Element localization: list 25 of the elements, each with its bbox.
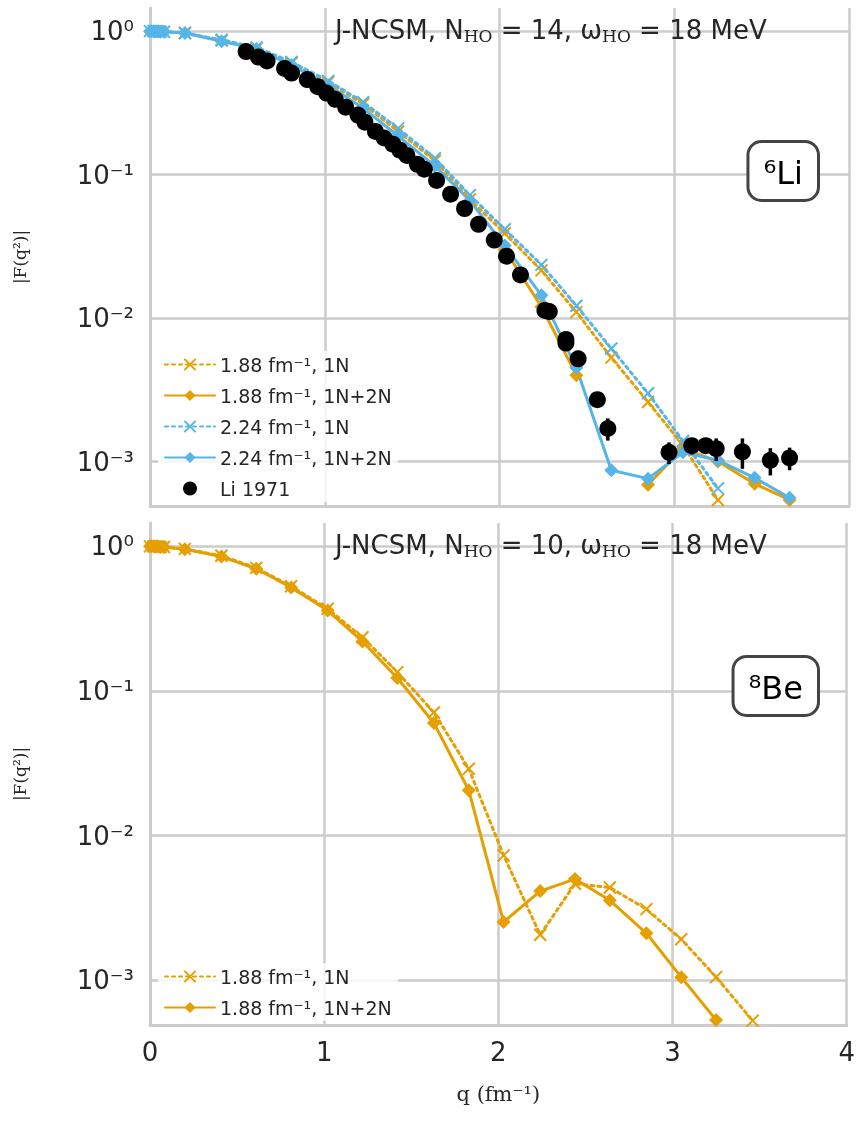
y-tick-label: 10⁻¹ [76,159,134,190]
x-tick-label: 2 [490,1037,507,1067]
y-tick-label: 10⁻³ [76,965,134,996]
x-tick-label: 3 [664,1037,681,1067]
annotation: ⁸Be [748,669,803,707]
legend-label: 1.88 fm⁻¹, 1N+2N [220,996,392,1019]
x-tick-label: 4 [838,1037,855,1067]
x-axis-title: q (fm⁻¹) [456,1081,541,1106]
y-axis-title: |F(q²)| [9,229,30,285]
y-tick-label: 10⁻² [76,820,134,851]
y-axis-title: |F(q²)| [9,746,30,802]
x-tick-label: 0 [141,1037,159,1067]
x-tick-label: 1 [315,1037,333,1067]
legend-label: 1.88 fm⁻¹, 1N [220,353,350,376]
legend-label: 2.24 fm⁻¹, 1N+2N [220,446,392,469]
annotation: ⁶Li [763,154,803,192]
y-tick-label: 10⁰ [90,531,134,562]
y-tick-label: 10⁻² [76,303,134,334]
y-tick-label: 10⁻¹ [76,675,134,706]
y-tick-label: 10⁰ [90,16,134,47]
legend-label: 2.24 fm⁻¹, 1N [220,415,350,438]
y-tick-label: 10⁻³ [76,446,134,477]
legend-label: 1.88 fm⁻¹, 1N+2N [220,384,392,407]
legend-label: 1.88 fm⁻¹, 1N [220,965,350,988]
legend-label: Li 1971 [220,477,291,500]
